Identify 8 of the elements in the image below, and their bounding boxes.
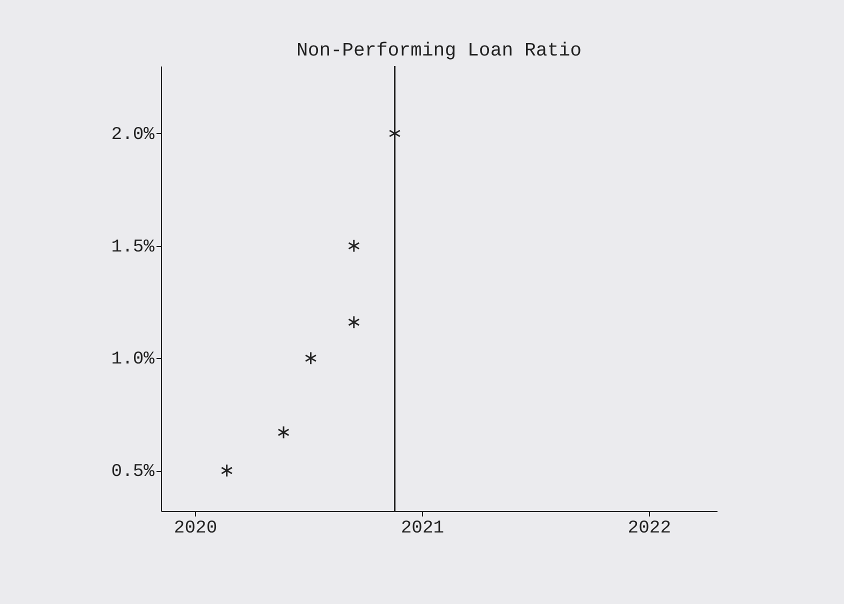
y-tick-label: 2.0%	[111, 124, 155, 145]
x-tick-label: 2021	[400, 518, 444, 538]
y-tick-label: 1.5%	[111, 237, 155, 258]
y-tick-label: 1.0%	[111, 350, 155, 370]
x-tick-label: 2022	[628, 518, 672, 538]
y-tick-label: 0.5%	[111, 462, 155, 482]
x-tick-label: 2020	[174, 518, 218, 538]
chart-title: Non-Performing Loan Ratio	[296, 39, 582, 62]
